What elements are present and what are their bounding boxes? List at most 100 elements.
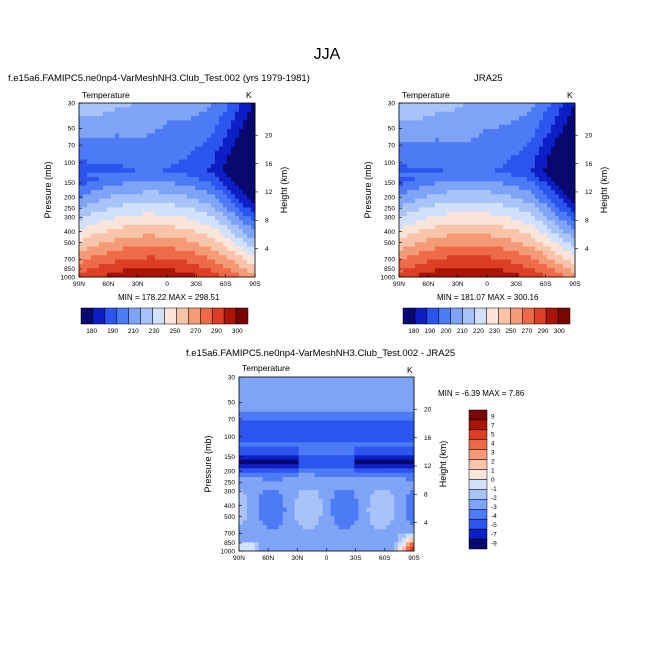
panel2-plot-cell: [423, 185, 428, 191]
panel2-plot-cell: [559, 211, 564, 217]
panel2-plot-cell: [531, 229, 536, 234]
panel1-plot-cell: [175, 107, 180, 113]
panel2-plot-cell: [535, 190, 540, 195]
panel2-plot-cell: [535, 107, 540, 113]
panel2-plot-cell: [499, 250, 504, 256]
panel3-plot-cell: [294, 468, 300, 474]
panel2-plot-cell: [571, 103, 576, 108]
panel2-plot-cell: [443, 220, 448, 226]
panel3-plot-cell: [286, 490, 292, 495]
panel2-plot-cell: [403, 129, 408, 134]
panel1-plot-cell: [235, 176, 240, 182]
panel1-plot-cell: [123, 224, 128, 230]
panel3-plot-cell: [274, 403, 280, 408]
panel1-plot-cell: [155, 237, 160, 243]
panel3-plot-cell: [242, 481, 248, 487]
panel1-plot-cell: [103, 163, 108, 169]
panel1-plot-cell: [251, 142, 256, 147]
panel3-plot-cell: [334, 490, 339, 495]
panel1-plot-cell: [175, 211, 180, 217]
panel2-plot-cell: [539, 124, 544, 130]
panel2-plot-cell: [535, 242, 540, 247]
panel2-plot-cell: [423, 129, 428, 134]
panel1-plot-cell: [175, 103, 180, 108]
panel2-plot-cell: [479, 103, 484, 108]
panel2-plot-y2tick-label: 16: [585, 161, 593, 168]
panel3-plot-cell: [250, 390, 256, 395]
panel3-plot-cell: [346, 468, 351, 474]
panel1-plot-cell: [155, 120, 160, 126]
panel2-plot-cell: [443, 181, 448, 187]
panel1-plot-cell: [91, 124, 96, 130]
panel2-plot-cell: [479, 181, 484, 187]
panel1-plot-cell: [219, 185, 224, 191]
panel1-plot-cell: [167, 181, 172, 187]
panel3-plot-cell: [274, 437, 280, 443]
panel1-plot-cell: [135, 107, 140, 113]
panel2-plot-xtick-label: 90N: [393, 281, 405, 288]
panel3-plot-cell: [366, 529, 371, 534]
panel1-plot-cell: [151, 198, 156, 204]
panel2-plot-cell: [571, 229, 576, 234]
panel1-plot-cell: [187, 268, 192, 274]
panel1-plot-cell: [231, 146, 236, 152]
panel1-plot-cell: [179, 246, 184, 252]
panel2-plot-cell: [495, 150, 500, 156]
panel1-plot-cell: [239, 198, 244, 204]
panel2-plot-cell: [531, 176, 536, 182]
panel2-plot-cell: [439, 224, 444, 230]
panel2-plot-cell: [571, 133, 576, 139]
panel2-plot-cell: [523, 168, 528, 173]
panel1-plot-cell: [135, 124, 140, 130]
panel2-plot-cell: [467, 142, 472, 147]
panel1-plot-cell: [159, 198, 164, 204]
panel1-plot-cell: [119, 255, 124, 260]
panel1-plot-cell: [119, 216, 124, 221]
panel2-plot-cell: [427, 229, 432, 234]
panel2-plot-cell: [503, 207, 508, 213]
panel2-plot-cell: [447, 198, 452, 204]
panel1-plot-cell: [107, 237, 112, 243]
panel1-plot-cell: [119, 224, 124, 230]
panel1-plot-cell: [135, 263, 140, 269]
panel2-plot-cell: [507, 181, 512, 187]
panel3-plot-cell: [338, 424, 343, 430]
panel2-plot-cell: [543, 250, 548, 256]
panel1-plot-cell: [251, 246, 256, 252]
panel1-plot-cell: [111, 246, 116, 252]
panel3-plot-cell: [278, 442, 284, 447]
panel1-plot-cell: [115, 216, 120, 221]
panel1-plot-cell: [95, 263, 100, 269]
panel2-plot-cell: [451, 211, 456, 217]
panel1-plot-cell: [123, 237, 128, 243]
panel1-plot-cell: [131, 146, 136, 152]
panel2-plot-cell: [511, 203, 516, 208]
panel1-plot-cell: [95, 142, 100, 147]
panel1-plot-cell: [131, 120, 136, 126]
panel1-plot-cell: [87, 250, 92, 256]
panel3-plot-cell: [239, 446, 244, 452]
panel3-plot-cell: [239, 494, 244, 500]
panel3-plot-cell: [262, 468, 268, 474]
panel2-plot-cell: [567, 181, 572, 187]
panel1-plot-cell: [115, 103, 120, 108]
panel2-plot-cell: [483, 198, 488, 204]
panel2-plot-cell: [523, 111, 528, 117]
panel1-plot-cell: [227, 250, 232, 256]
panel1-plot-cell: [107, 233, 112, 239]
panel2-plot-cell: [515, 203, 520, 208]
panel1-plot-cell: [211, 124, 216, 130]
panel3-plot-cell: [278, 520, 284, 526]
panel3-plot-cell: [350, 477, 355, 482]
panel3-plot-cell: [239, 459, 244, 465]
panel3-plot-cell: [322, 507, 327, 513]
panel3-plot-cell: [294, 477, 300, 482]
panel1-plot-cell: [223, 255, 228, 260]
panel3-plot-cell: [282, 381, 288, 387]
panel2-plot-cell: [483, 255, 488, 260]
panel2-plot-cell: [411, 211, 416, 217]
panel1-plot-cell: [87, 185, 92, 191]
panel1-plot-cell: [251, 259, 256, 265]
panel1-plot-cell: [111, 163, 116, 169]
panel2-plot-cell: [555, 263, 560, 269]
